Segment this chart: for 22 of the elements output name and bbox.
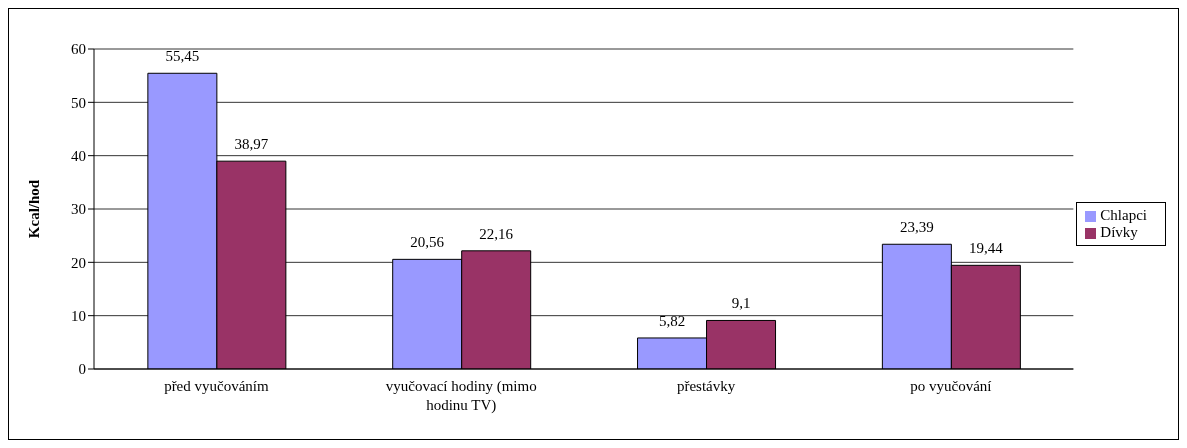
- legend-label: Chlapci: [1100, 207, 1147, 223]
- data-label: 38,97: [234, 136, 269, 153]
- legend-label: Dívky: [1100, 224, 1138, 240]
- y-tick-label: 20: [71, 254, 86, 271]
- y-tick-label: 50: [71, 94, 86, 111]
- y-tick-label: 60: [71, 41, 86, 58]
- data-label: 20,56: [410, 234, 445, 251]
- data-label: 9,1: [731, 295, 751, 312]
- y-tick-label: 10: [71, 307, 86, 324]
- y-tick-label: 0: [78, 361, 86, 378]
- data-label: 19,44: [969, 240, 1004, 257]
- data-label: 23,39: [900, 219, 934, 236]
- data-label: 22,16: [479, 225, 514, 242]
- data-label: 5,82: [658, 312, 686, 329]
- y-tick-label: 30: [71, 201, 86, 218]
- x-tick-label: přestávky: [676, 378, 736, 394]
- x-tick-label: před vyučováním: [164, 378, 270, 394]
- data-label: 55,45: [165, 48, 200, 65]
- x-tick-label: vyučovací hodiny (mimo hodinu TV): [385, 378, 537, 414]
- x-tick-label: po vyučování: [910, 378, 992, 394]
- y-tick-label: 40: [71, 147, 86, 164]
- y-axis-title: Kcal/hod: [26, 179, 43, 239]
